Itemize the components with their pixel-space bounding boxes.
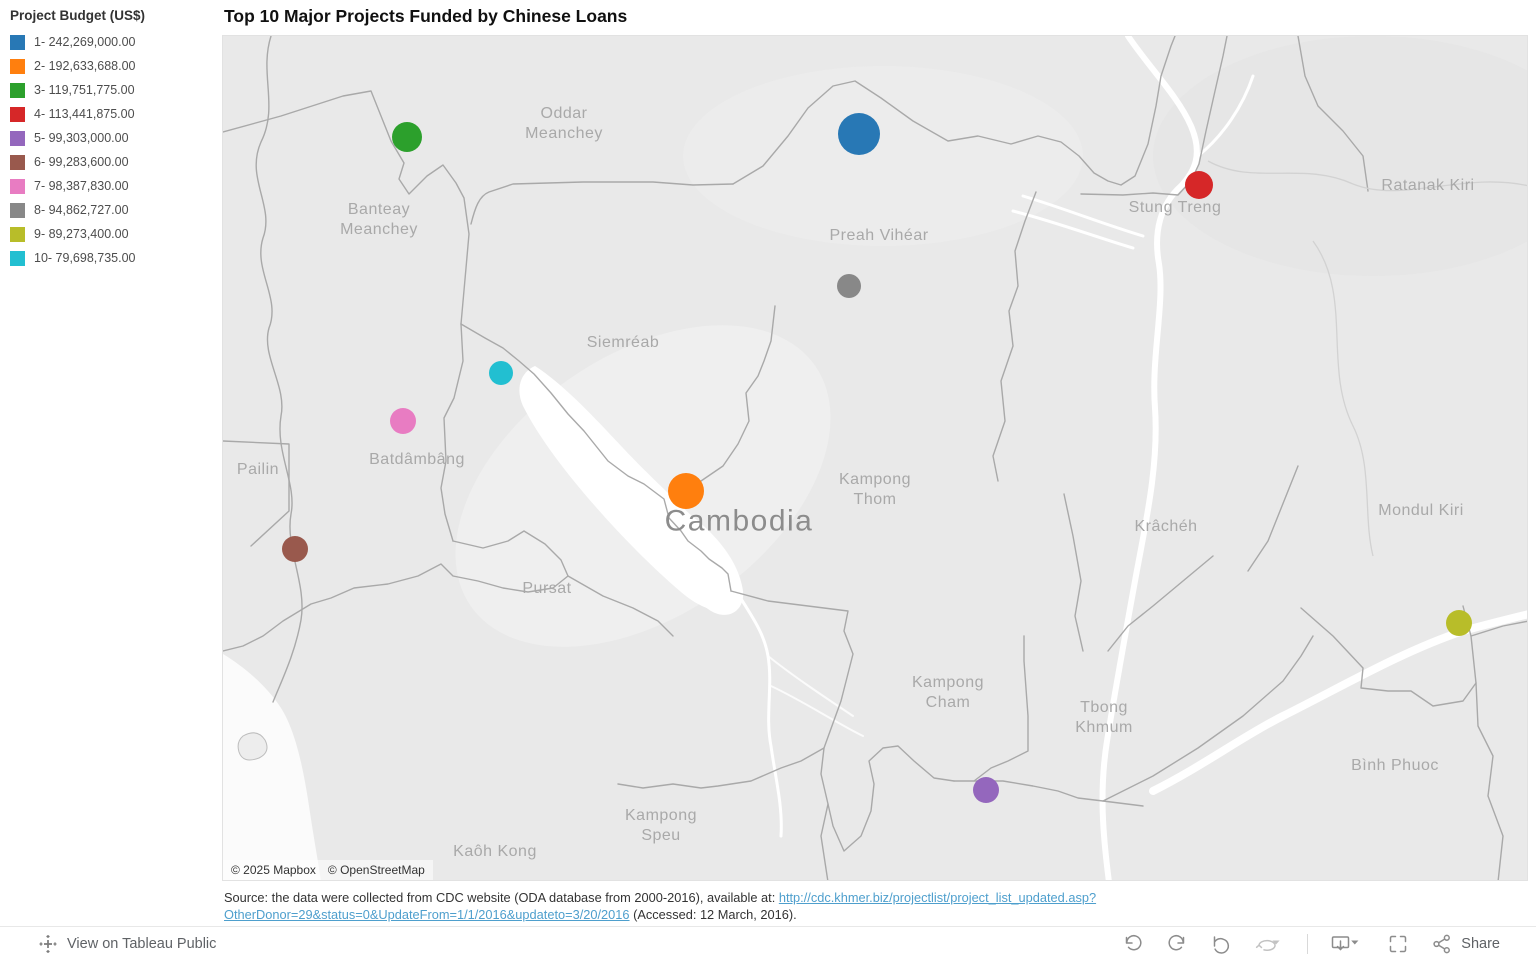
source-accessed: (Accessed: 12 March, 2016). [629, 906, 797, 922]
auto-update-button[interactable] [1253, 932, 1287, 956]
legend-swatch [10, 34, 25, 50]
tableau-logo-icon [39, 934, 57, 953]
legend-item-label: 9- 89,273,400.00 [34, 227, 129, 241]
mapbox-attribution-link[interactable]: © 2025 Mapbox [231, 863, 316, 877]
reset-button[interactable] [1209, 932, 1233, 956]
viz-title: Top 10 Major Projects Funded by Chinese … [224, 6, 628, 26]
project-dot-rank-8[interactable] [837, 274, 861, 298]
legend-item[interactable]: 8- 94,862,727.00 [0, 198, 222, 222]
basemap-svg [223, 36, 1527, 880]
map-attribution: © 2025 Mapbox © OpenStreetMap [223, 860, 433, 880]
source-text: Source: the data were collected from CDC… [224, 890, 779, 905]
legend-items: 1- 242,269,000.00 2- 192,633,688.00 3- 119… [0, 30, 222, 270]
share-icon [1433, 934, 1451, 953]
auto-update-icon [1256, 939, 1280, 951]
source-note: Source: the data were collected from CDC… [224, 890, 1172, 923]
legend-swatch [10, 82, 25, 98]
legend-item[interactable]: 3- 119,751,775.00 [0, 78, 222, 102]
legend-swatch [10, 106, 25, 122]
project-dot-rank-5[interactable] [973, 777, 999, 803]
legend-item-label: 7- 98,387,830.00 [34, 179, 129, 193]
legend-swatch [10, 154, 25, 170]
view-on-tableau-public-link[interactable]: View on Tableau Public [38, 934, 216, 954]
toolbar-divider [1307, 933, 1309, 954]
project-dot-rank-9[interactable] [1446, 610, 1472, 636]
project-dot-rank-6[interactable] [282, 536, 308, 562]
project-dot-rank-3[interactable] [392, 122, 422, 152]
share-label: Share [1461, 935, 1500, 952]
toolbar: View on Tableau Public Share [0, 926, 1536, 960]
legend-item[interactable]: 1- 242,269,000.00 [0, 30, 222, 54]
project-dot-rank-10[interactable] [489, 361, 513, 385]
legend-item[interactable]: 9- 89,273,400.00 [0, 222, 222, 246]
legend-item[interactable]: 6- 99,283,600.00 [0, 150, 222, 174]
legend-title: Project Budget (US$) [10, 8, 146, 23]
project-dot-rank-4[interactable] [1185, 171, 1213, 199]
undo-icon [1126, 934, 1142, 950]
legend-item-label: 1- 242,269,000.00 [34, 35, 136, 49]
share-button[interactable]: Share [1430, 932, 1500, 956]
legend-swatch [10, 178, 25, 194]
map-canvas[interactable]: Oddar Meanchey Banteay Meanchey Siemréab Pr… [222, 35, 1528, 881]
legend-item[interactable]: 4- 113,441,875.00 [0, 102, 222, 126]
redo-button[interactable] [1165, 932, 1189, 956]
legend-swatch [10, 58, 25, 74]
legend-item-label: 5- 99,303,000.00 [34, 131, 129, 145]
legend-item-label: 10- 79,698,735.00 [34, 251, 136, 265]
source-link[interactable]: http://cdc.khmer.biz/projectlist/project… [224, 890, 1096, 922]
osm-attribution-link[interactable]: © OpenStreetMap [327, 863, 425, 877]
legend-item-label: 2- 192,633,688.00 [34, 59, 136, 73]
reset-icon [1214, 935, 1230, 954]
legend-swatch [10, 250, 25, 266]
redo-icon [1168, 934, 1185, 950]
legend-swatch [10, 130, 25, 146]
legend-item[interactable]: 7- 98,387,830.00 [0, 174, 222, 198]
legend-item[interactable]: 10- 79,698,735.00 [0, 246, 222, 270]
legend-item-label: 6- 99,283,600.00 [34, 155, 129, 169]
fullscreen-icon [1390, 935, 1407, 952]
view-on-tableau-public-label: View on Tableau Public [67, 935, 217, 952]
source-link-part2: OtherDonor=29&status=0&UpdateFrom=1/1/20… [224, 906, 630, 922]
source-link-part1: http://cdc.khmer.biz/projectlist/project… [778, 890, 1097, 905]
legend-item-label: 3- 119,751,775.00 [34, 83, 135, 97]
legend-swatch [10, 202, 25, 218]
legend: Project Budget (US$) 1- 242,269,000.00 2-… [0, 0, 222, 270]
fullscreen-button[interactable] [1386, 932, 1410, 956]
project-dot-rank-2[interactable] [668, 473, 704, 509]
legend-swatch [10, 226, 25, 242]
download-icon [1332, 935, 1359, 950]
legend-item[interactable]: 2- 192,633,688.00 [0, 54, 222, 78]
download-button[interactable] [1328, 932, 1366, 956]
toolbar-actions: Share [1121, 932, 1500, 956]
legend-item[interactable]: 5- 99,303,000.00 [0, 126, 222, 150]
project-dot-rank-7[interactable] [390, 408, 416, 434]
legend-item-label: 4- 113,441,875.00 [34, 107, 135, 121]
legend-item-label: 8- 94,862,727.00 [34, 203, 129, 217]
undo-button[interactable] [1121, 932, 1145, 956]
project-dot-rank-1[interactable] [838, 113, 880, 155]
